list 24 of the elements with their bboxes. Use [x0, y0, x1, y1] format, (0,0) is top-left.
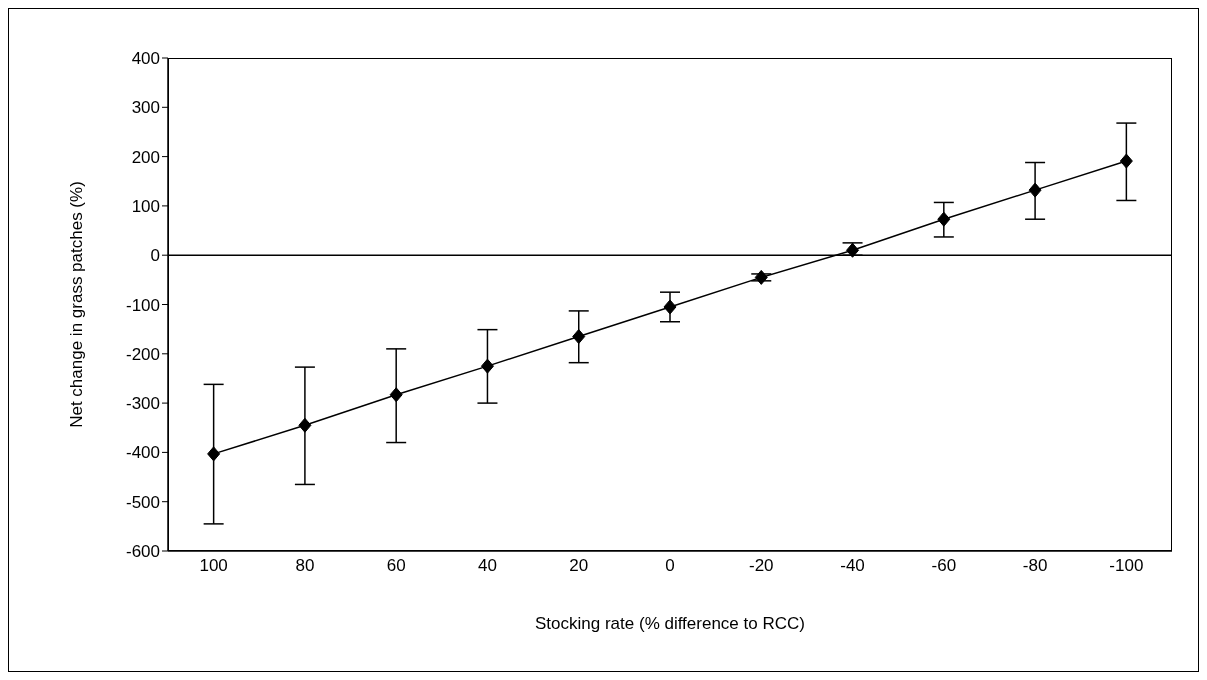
x-tick-label: 80 [295, 556, 315, 576]
x-tick-label: -100 [1109, 556, 1144, 576]
x-tick-label: 40 [477, 556, 497, 576]
x-axis-title: Stocking rate (% difference to RCC) [535, 614, 805, 633]
x-tick-label: 20 [569, 556, 589, 576]
y-tick-label: 300 [131, 98, 160, 118]
x-tick-label: -80 [1022, 556, 1048, 576]
x-tick-label: 100 [199, 556, 228, 576]
x-tick-label: -40 [840, 556, 865, 576]
y-axis-title: Net change in grass patches (%) [67, 181, 87, 428]
y-tick-label: -400 [125, 443, 160, 463]
y-tick-label: 0 [150, 246, 160, 266]
y-tick-label: 100 [131, 196, 160, 216]
y-tick-label: -200 [125, 344, 160, 364]
y-tick-label: -600 [125, 542, 160, 562]
y-tick-label: -500 [125, 492, 160, 512]
y-tick-label: -100 [125, 295, 160, 315]
x-tick-label: 0 [665, 556, 675, 576]
x-tick-label: -20 [748, 556, 774, 576]
x-tick-label: -60 [931, 556, 957, 576]
y-tick-label: -300 [125, 394, 160, 414]
y-tick-label: 400 [131, 49, 160, 69]
y-tick-label: 200 [131, 147, 160, 167]
x-tick-label: 60 [386, 556, 406, 576]
